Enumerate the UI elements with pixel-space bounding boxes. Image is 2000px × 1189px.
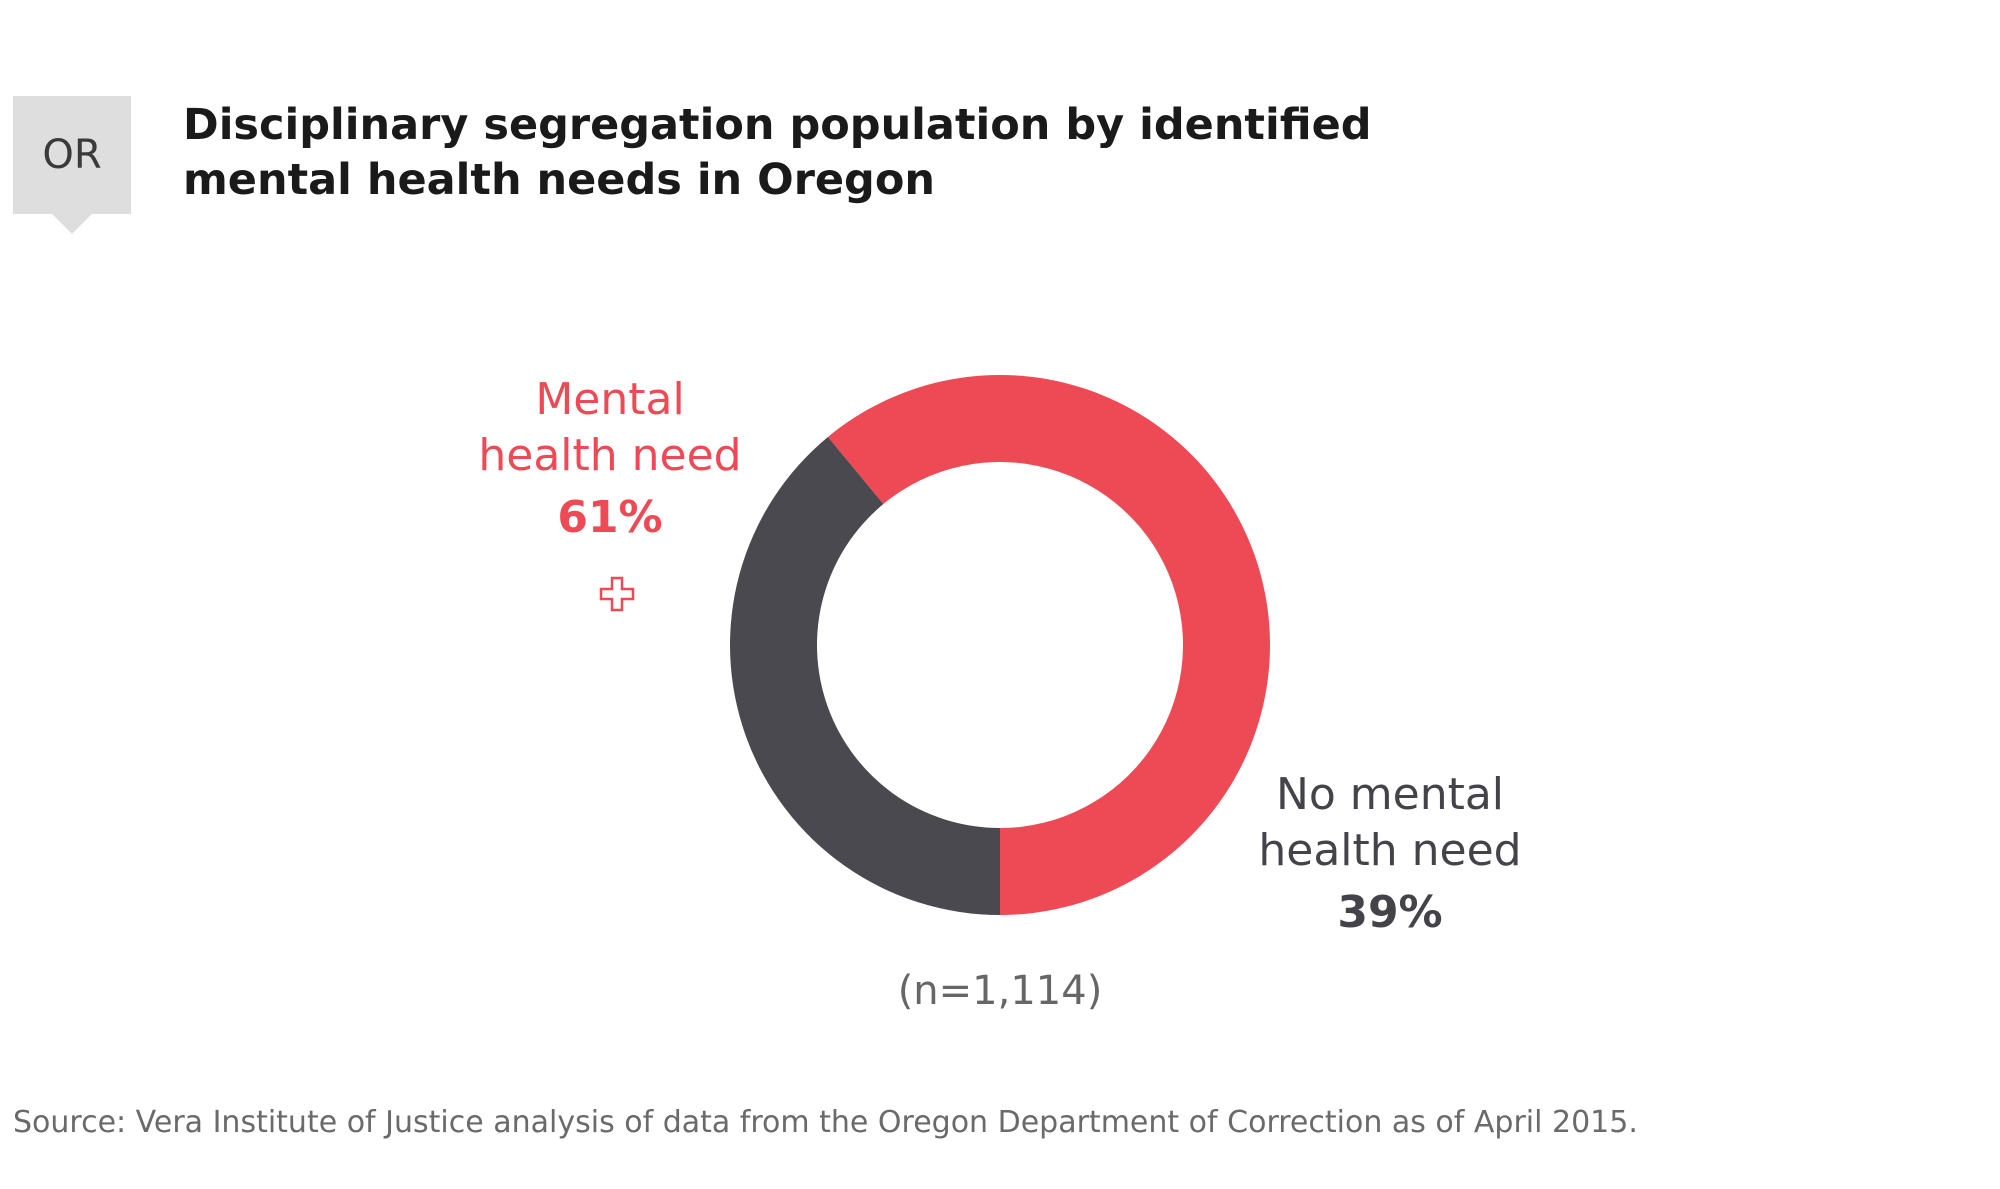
- no-mental-health-need-name: No mental health need: [1258, 769, 1522, 876]
- state-badge: OR: [13, 96, 131, 214]
- chart-title: Disciplinary segregation population by i…: [183, 100, 1372, 205]
- state-badge-label: OR: [42, 132, 102, 178]
- medical-cross-icon: [599, 576, 635, 612]
- no-mental-health-need-percent: 39%: [1337, 887, 1443, 938]
- mental-health-need-label: Mental health need 61%: [460, 372, 760, 546]
- donut-slice-mental-health-need: [827, 375, 1270, 915]
- mental-health-need-percent: 61%: [557, 492, 663, 543]
- no-mental-health-need-label: No mental health need 39%: [1235, 767, 1545, 941]
- state-badge-pointer: [52, 214, 92, 234]
- donut-slice-no-mental-health-need: [729, 436, 1000, 915]
- mental-health-need-name: Mental health need: [478, 374, 742, 481]
- sample-size-label: (n=1,114): [897, 968, 1103, 1014]
- source-note: Source: Vera Institute of Justice analys…: [13, 1105, 1638, 1140]
